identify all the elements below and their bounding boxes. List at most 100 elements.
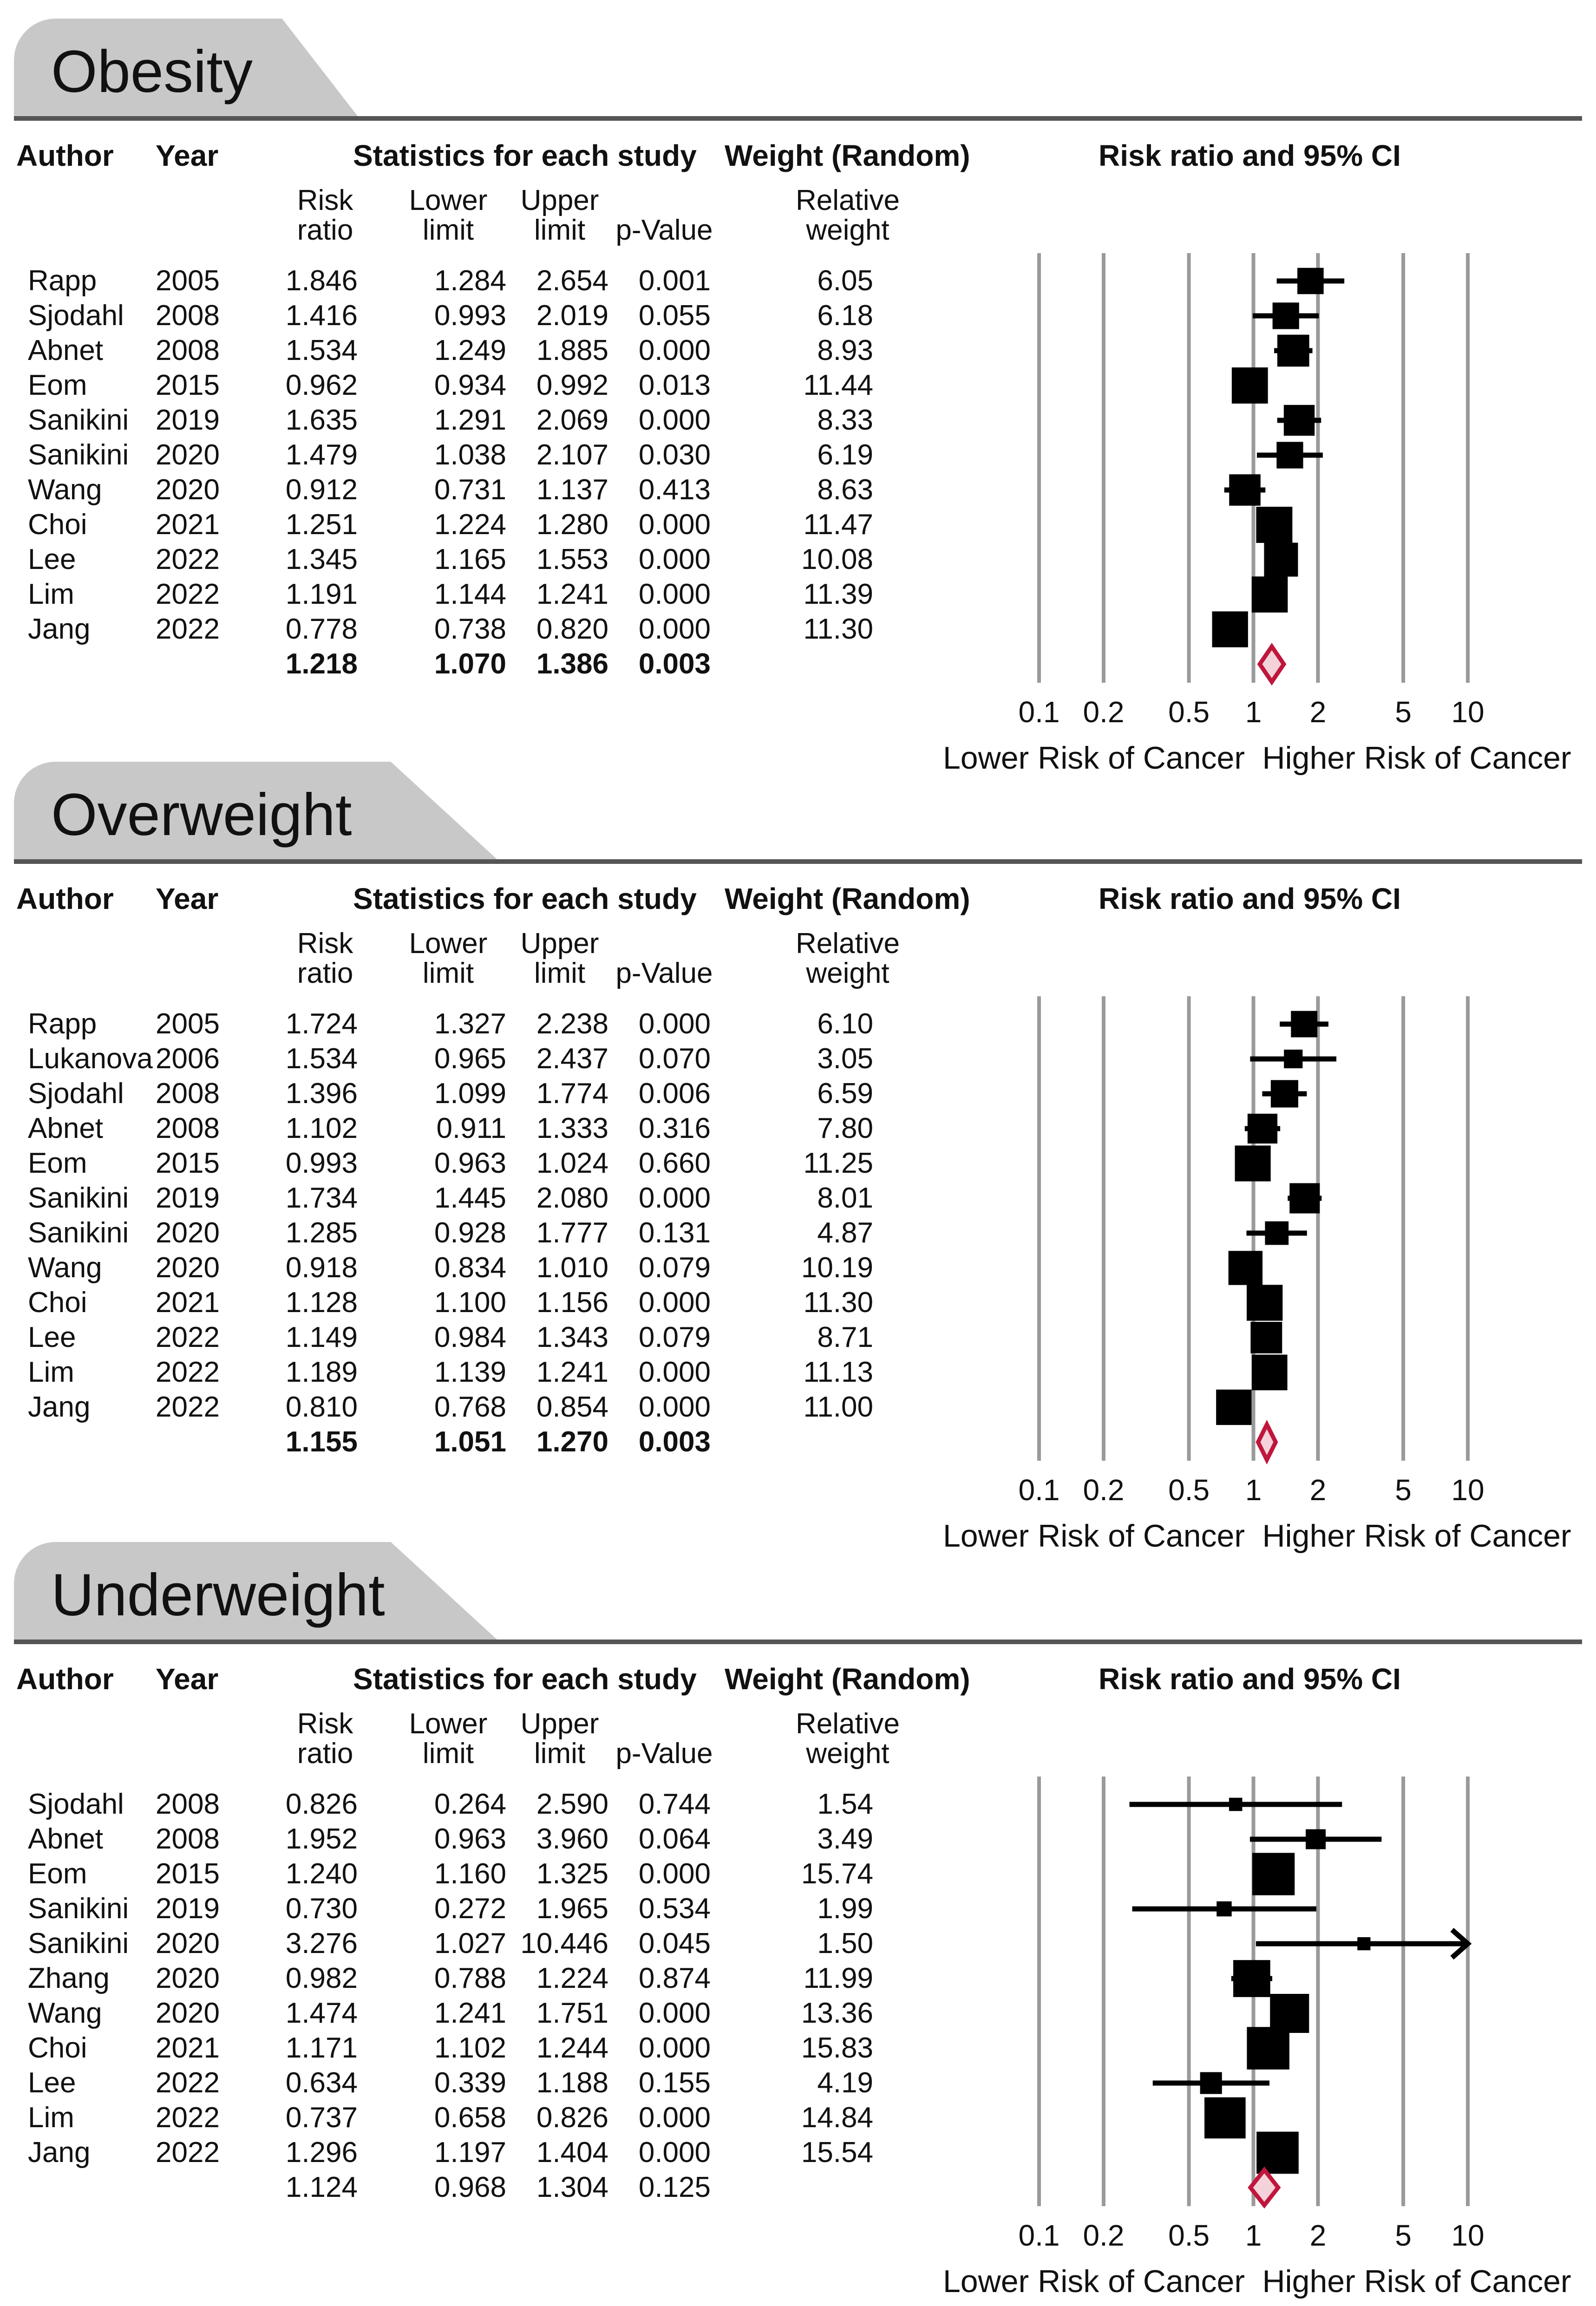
header-author: Author xyxy=(16,139,114,172)
effect-marker xyxy=(1283,405,1315,436)
study-relative-weight: 1.50 xyxy=(817,1927,873,1960)
study-risk-ratio: 0.810 xyxy=(285,1391,358,1423)
study-risk-ratio: 1.285 xyxy=(285,1217,358,1249)
study-author: Sjodahl xyxy=(28,300,124,332)
study-p-value: 0.013 xyxy=(638,369,711,401)
study-relative-weight: 11.13 xyxy=(803,1356,873,1388)
tick-label: 1 xyxy=(1245,2219,1262,2252)
pooled-risk-ratio: 1.155 xyxy=(285,1426,358,1458)
tick-label: 0.1 xyxy=(1019,1473,1060,1507)
study-author: Wang xyxy=(28,474,102,506)
study-upper-limit: 1.156 xyxy=(536,1287,608,1319)
study-risk-ratio: 1.240 xyxy=(285,1858,358,1890)
tick-label: 1 xyxy=(1245,1473,1262,1507)
study-p-value: 0.000 xyxy=(638,1858,711,1890)
study-risk-ratio: 1.396 xyxy=(285,1078,358,1110)
study-lower-limit: 0.339 xyxy=(434,2067,506,2099)
pooled-p-value: 0.125 xyxy=(638,2171,711,2203)
sub-lower-limit: Lower limit xyxy=(409,928,488,989)
study-year: 2008 xyxy=(156,1823,220,1855)
study-upper-limit: 2.019 xyxy=(536,300,608,332)
study-lower-limit: 1.224 xyxy=(434,509,506,541)
effect-marker xyxy=(1264,542,1298,577)
study-upper-limit: 1.404 xyxy=(536,2136,608,2169)
study-lower-limit: 0.768 xyxy=(434,1391,506,1423)
sub-upper-limit: Upper limit xyxy=(520,1708,599,1770)
study-lower-limit: 1.241 xyxy=(434,1997,506,2029)
study-lower-limit: 0.993 xyxy=(434,300,506,332)
tick-label: 5 xyxy=(1395,695,1412,729)
study-year: 2020 xyxy=(156,1927,220,1960)
study-upper-limit: 1.553 xyxy=(536,543,608,575)
study-risk-ratio: 1.534 xyxy=(285,334,358,366)
study-author: Sanikini xyxy=(28,1893,129,1925)
study-lower-limit: 0.834 xyxy=(434,1252,506,1284)
pooled-p-value: 0.003 xyxy=(638,648,711,680)
study-lower-limit: 0.934 xyxy=(434,369,506,401)
effect-marker xyxy=(1217,1901,1232,1917)
study-risk-ratio: 1.479 xyxy=(285,439,358,471)
study-year: 2020 xyxy=(156,1252,220,1284)
effect-marker xyxy=(1204,2097,1246,2139)
tick-label: 10 xyxy=(1451,1473,1484,1507)
study-p-value: 0.413 xyxy=(638,474,711,506)
study-author: Wang xyxy=(28,1997,102,2029)
tick-label: 10 xyxy=(1451,695,1484,729)
study-upper-limit: 1.333 xyxy=(536,1112,608,1144)
study-p-value: 0.316 xyxy=(638,1112,711,1144)
tick-label: 0.5 xyxy=(1168,2219,1210,2252)
effect-marker xyxy=(1233,1960,1270,1997)
tick-label: 0.2 xyxy=(1083,1473,1124,1507)
study-author: Lee xyxy=(28,543,76,575)
effect-marker xyxy=(1200,2072,1222,2094)
effect-marker xyxy=(1228,1251,1263,1285)
study-relative-weight: 8.01 xyxy=(817,1182,873,1214)
study-p-value: 0.000 xyxy=(638,543,711,575)
pooled-risk-ratio: 1.124 xyxy=(285,2171,358,2203)
study-year: 2022 xyxy=(156,1356,220,1388)
study-relative-weight: 11.25 xyxy=(803,1147,873,1179)
study-lower-limit: 1.160 xyxy=(434,1858,506,1890)
study-relative-weight: 13.36 xyxy=(801,1997,873,2029)
header-statistics: Statistics for each study xyxy=(353,1662,697,1696)
effect-marker xyxy=(1270,1993,1309,2033)
study-upper-limit: 2.069 xyxy=(536,404,608,436)
pooled-upper-limit: 1.304 xyxy=(536,2171,608,2203)
caption-lower-risk: Lower Risk of Cancer xyxy=(943,2264,1245,2299)
caption-higher-risk: Higher Risk of Cancer xyxy=(1262,1518,1571,1554)
effect-marker xyxy=(1284,1049,1303,1069)
study-p-value: 0.744 xyxy=(638,1788,711,1820)
study-relative-weight: 11.00 xyxy=(803,1391,873,1423)
study-upper-limit: 1.774 xyxy=(536,1078,608,1110)
study-author: Zhang xyxy=(28,1962,110,1994)
study-author: Jang xyxy=(28,613,91,645)
study-lower-limit: 1.284 xyxy=(434,265,506,297)
sub-upper-limit: Upper limit xyxy=(520,184,599,246)
study-author: Abnet xyxy=(28,334,104,366)
study-author: Lim xyxy=(28,1356,74,1388)
caption-lower-risk: Lower Risk of Cancer xyxy=(943,1518,1245,1554)
effect-marker xyxy=(1251,1354,1288,1391)
study-author: Sanikini xyxy=(28,404,129,436)
study-upper-limit: 1.188 xyxy=(536,2067,608,2099)
effect-marker xyxy=(1231,367,1268,404)
study-p-value: 0.000 xyxy=(638,1356,711,1388)
study-lower-limit: 1.445 xyxy=(434,1182,506,1214)
header-author: Author xyxy=(16,882,114,915)
study-p-value: 0.000 xyxy=(638,2102,711,2134)
study-relative-weight: 11.99 xyxy=(803,1962,873,1994)
tick-label: 5 xyxy=(1395,2219,1412,2252)
pooled-upper-limit: 1.270 xyxy=(536,1426,608,1458)
pooled-lower-limit: 1.051 xyxy=(434,1426,506,1458)
study-p-value: 0.874 xyxy=(638,1962,711,1994)
study-author: Jang xyxy=(28,2136,91,2169)
study-p-value: 0.006 xyxy=(638,1078,711,1110)
sub-p-value: p-Value xyxy=(615,214,713,246)
study-p-value: 0.079 xyxy=(638,1321,711,1353)
header-year: Year xyxy=(156,1662,219,1696)
study-year: 2015 xyxy=(156,1858,220,1890)
pooled-lower-limit: 1.070 xyxy=(434,648,506,680)
study-p-value: 0.000 xyxy=(638,578,711,610)
study-author: Wang xyxy=(28,1252,102,1284)
effect-marker xyxy=(1247,2027,1289,2070)
